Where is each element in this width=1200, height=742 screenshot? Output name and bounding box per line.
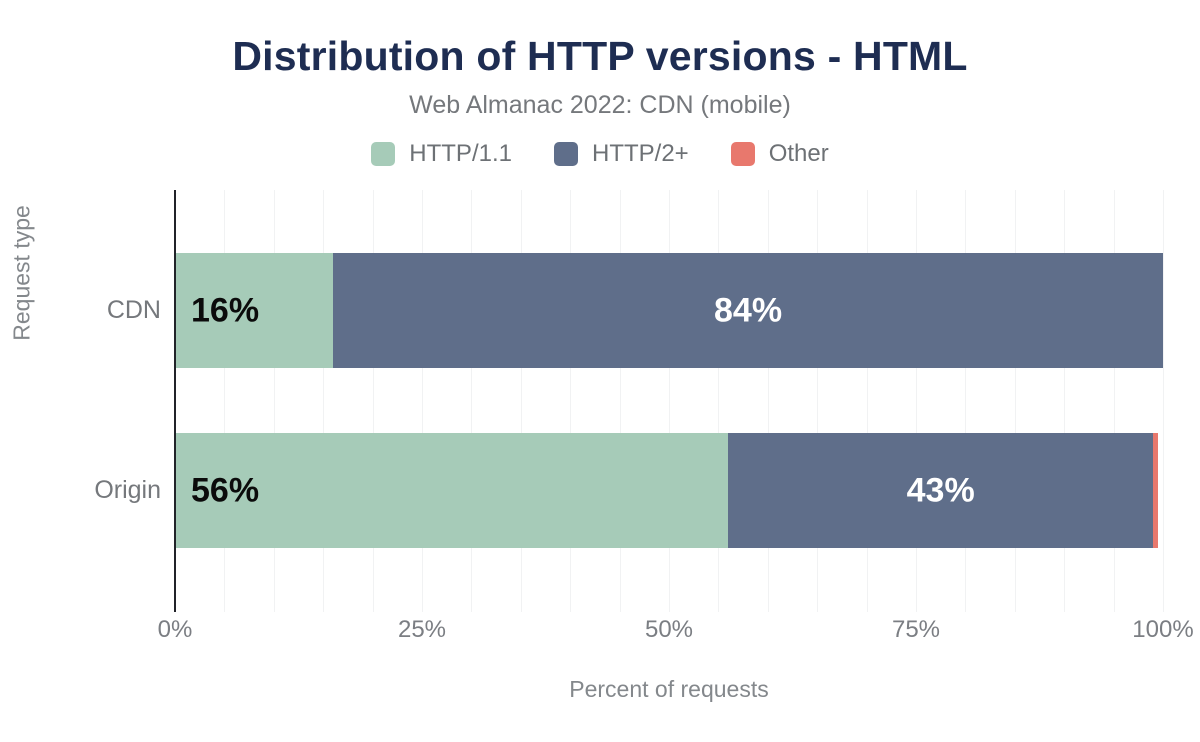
- x-axis-tick-labels: 0% 25% 50% 75% 100%: [158, 616, 1194, 646]
- gridline: [1014, 190, 1016, 612]
- plot-area: 16% 84% 56% 43%: [175, 190, 1164, 612]
- bar-segment-other-origin: [1153, 433, 1159, 548]
- chart-title: Distribution of HTTP versions - HTML: [232, 33, 968, 79]
- category-labels: CDN Origin: [0, 190, 161, 600]
- y-axis-line: [174, 190, 176, 612]
- gridline: [471, 190, 473, 612]
- x-tick-label: 100%: [1132, 616, 1194, 643]
- gridline: [669, 190, 670, 612]
- gridline: [619, 190, 621, 612]
- gridline: [273, 190, 275, 612]
- gridline: [1113, 190, 1115, 612]
- gridline: [965, 190, 967, 612]
- bar-segment-http-1-1-cdn: 16%: [175, 253, 334, 368]
- gridline: [1064, 190, 1066, 612]
- gridline: [767, 190, 769, 612]
- bar-segment-http-2-origin: 43%: [728, 433, 1154, 548]
- bar-segment-http-2-cdn: 84%: [333, 253, 1163, 368]
- x-tick-label: 0%: [157, 616, 193, 643]
- legend-item-other: Other: [730, 140, 829, 168]
- gridline: [1163, 190, 1164, 612]
- bar-value-label: 16%: [191, 291, 260, 329]
- legend-label: HTTP/2+: [591, 140, 689, 167]
- bar-value-label: 43%: [906, 471, 975, 509]
- bar-cdn: 16% 84%: [175, 253, 1163, 368]
- x-tick-label: 25%: [397, 616, 447, 643]
- gridline: [224, 190, 226, 612]
- gridline: [520, 190, 522, 612]
- gridline: [570, 190, 572, 612]
- gridline: [718, 190, 720, 612]
- gridline: [323, 190, 325, 612]
- chart-subtitle: Web Almanac 2022: CDN (mobile): [409, 91, 791, 119]
- gridline: [422, 190, 423, 612]
- bar-value-label: 56%: [191, 471, 260, 509]
- category-label-cdn: CDN: [106, 296, 161, 324]
- bar-origin: 56% 43%: [175, 433, 1163, 548]
- legend-swatch-icon: [730, 142, 755, 166]
- legend-item-http-1-1: HTTP/1.1: [371, 140, 512, 168]
- x-tick-label: 50%: [644, 616, 694, 643]
- gridline: [866, 190, 868, 612]
- legend-swatch-icon: [553, 142, 578, 166]
- gridline: [916, 190, 917, 612]
- bar-segment-http-1-1-origin: 56%: [175, 433, 729, 548]
- legend: HTTP/1.1 HTTP/2+ Other: [0, 140, 1200, 168]
- category-label-origin: Origin: [94, 476, 161, 504]
- bar-value-label: 84%: [714, 291, 783, 329]
- legend-label: Other: [768, 140, 829, 167]
- legend-item-http-2: HTTP/2+: [553, 140, 689, 168]
- x-axis-title: Percent of requests: [569, 676, 769, 702]
- gridline: [817, 190, 819, 612]
- legend-label: HTTP/1.1: [409, 140, 512, 167]
- legend-swatch-icon: [371, 142, 396, 166]
- gridline: [372, 190, 374, 612]
- x-tick-label: 75%: [891, 616, 941, 643]
